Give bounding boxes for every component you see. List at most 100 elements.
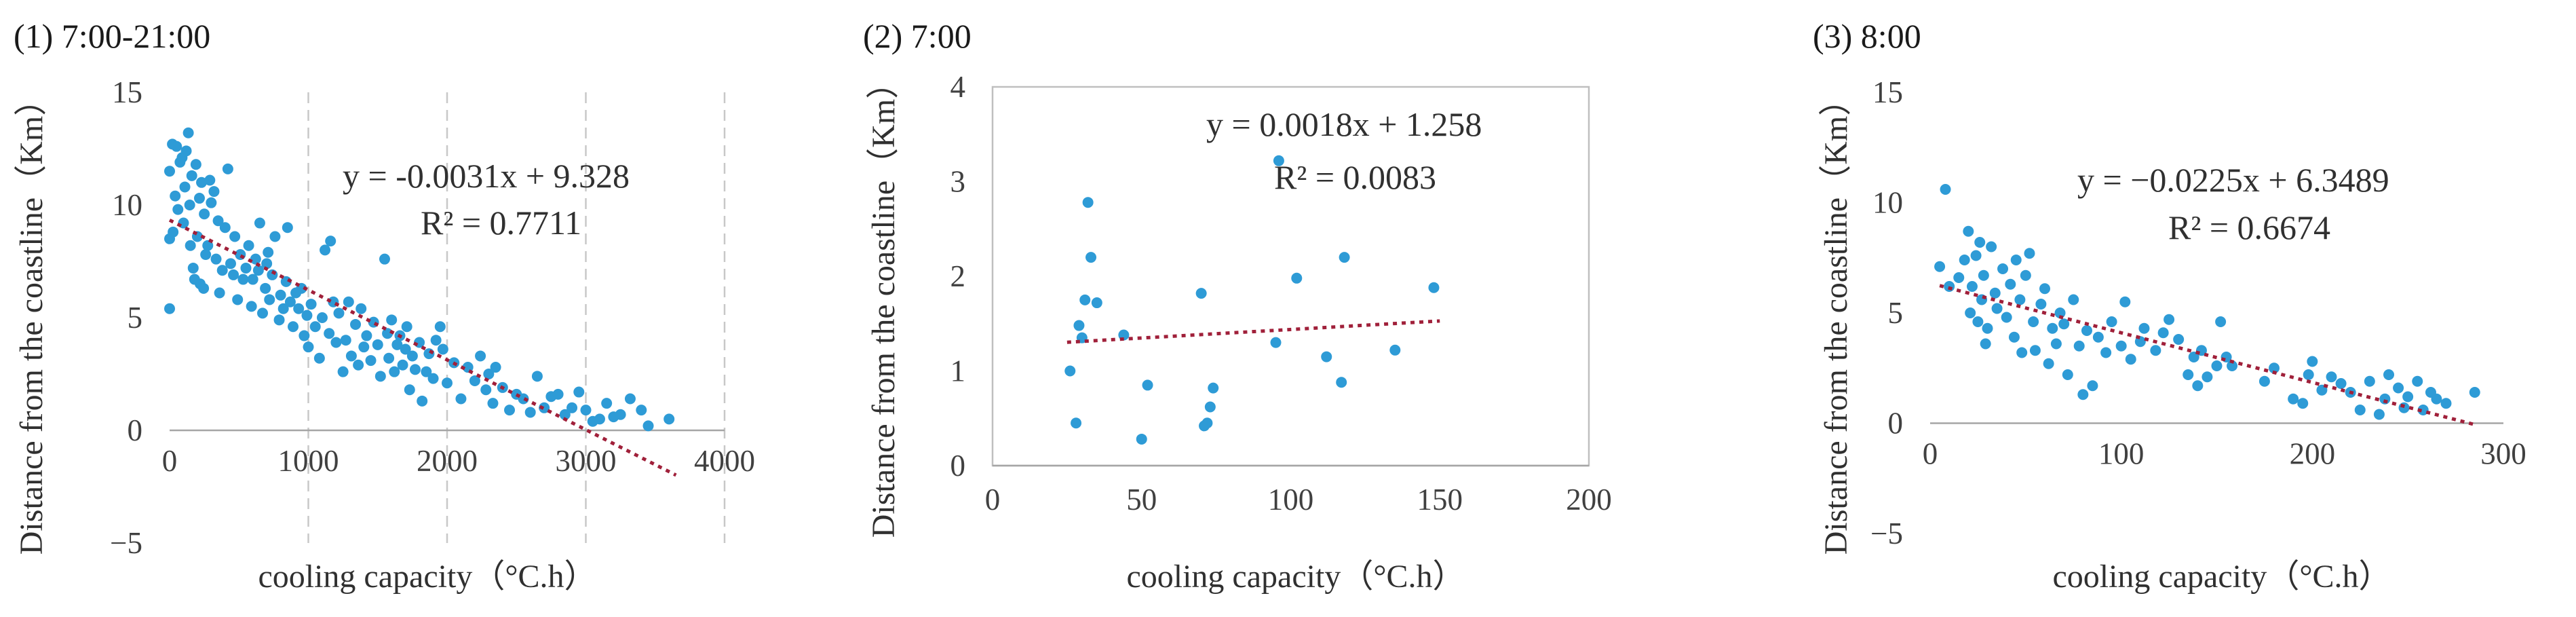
chart-2: (2) 7:00 0 50 100 150 200 0 1 2 3 4 y = 0.0018x … <box>863 17 1612 595</box>
chart-3-data-point <box>1991 303 2003 314</box>
chart-1-data-point <box>559 409 571 420</box>
chart-1-data-point <box>406 350 418 362</box>
chart-1-data-point <box>164 303 175 314</box>
chart-3-data-point <box>2303 369 2314 380</box>
chart-1-data-point <box>524 407 536 418</box>
chart-3-data-point <box>1982 322 1993 334</box>
chart-1-data-point <box>504 405 516 416</box>
chart-1-trend-layer <box>168 219 677 477</box>
chart-3-data-point <box>2005 278 2016 290</box>
chart-1-data-point <box>624 393 636 405</box>
chart-1-data-point <box>200 249 212 261</box>
chart-1-data-point <box>187 262 199 274</box>
chart-3-data-point <box>2202 371 2213 383</box>
chart-1-data-point <box>353 359 364 371</box>
chart-1-title: (1) 7:00-21:00 <box>14 17 210 55</box>
chart-2-data-point <box>1073 320 1085 331</box>
chart-3-data-point <box>2402 391 2414 403</box>
chart-2-y-tick-label: 4 <box>950 70 966 104</box>
chart-3-data-point <box>2068 294 2079 305</box>
chart-2-data-point <box>1273 155 1284 166</box>
chart-3-data-point <box>2062 369 2073 380</box>
chart-3-x-tick-label: 0 <box>1923 437 1938 471</box>
chart-3-x-tick-label: 300 <box>2480 437 2526 471</box>
chart-1-data-point <box>361 330 372 341</box>
chart-1-data-point <box>355 303 367 314</box>
chart-2-r-squared: R² = 0.0083 <box>1274 158 1436 196</box>
chart-1-data-point <box>409 364 421 375</box>
chart-1-data-point <box>427 373 439 384</box>
chart-2-y-tick-label: 2 <box>950 259 966 293</box>
chart-3-data-point <box>1965 307 1976 318</box>
chart-1-data-point <box>277 303 289 314</box>
chart-1-data-point <box>199 208 210 220</box>
chart-3-data-point <box>2039 283 2050 295</box>
chart-1-data-point <box>442 377 453 389</box>
chart-3-data-point <box>2364 375 2375 387</box>
chart-3-y-ticks: −5 0 5 10 15 <box>1870 75 1903 550</box>
chart-3-x-ticks: 0 100 200 300 <box>1923 437 2526 471</box>
chart-3-data-point <box>2258 375 2270 387</box>
chart-3-data-point <box>2073 340 2085 352</box>
chart-3-data-point <box>2050 338 2062 350</box>
chart-1-data-point <box>379 253 390 265</box>
chart-2-plot-frame <box>991 86 1590 467</box>
chart-1-data-point <box>400 343 411 355</box>
chart-1-data-point <box>261 258 273 269</box>
chart-1-data-point <box>455 393 467 405</box>
chart-1-data-point <box>664 413 675 425</box>
chart-3-data-point <box>2379 393 2391 405</box>
chart-3: (3) 8:00 0 100 200 300 −5 0 5 10 15 y = −0.0225… <box>1813 17 2526 595</box>
chart-3-x-tick-label: 100 <box>2098 437 2145 471</box>
chart-1-data-point <box>237 274 249 285</box>
chart-1-x-tick-label: 3000 <box>556 444 617 478</box>
chart-3-data-point <box>1963 225 1974 237</box>
chart-3-data-point <box>2192 380 2204 392</box>
chart-3-data-point <box>1966 281 1978 292</box>
chart-3-data-point <box>1978 269 1989 281</box>
chart-3-data-point <box>2373 409 2385 420</box>
chart-2-x-ticks: 0 50 100 150 200 <box>985 483 1612 517</box>
chart-2-x-tick-label: 100 <box>1268 483 1314 517</box>
chart-2-data-point <box>1202 417 1213 429</box>
chart-3-data-point <box>1940 184 1951 195</box>
chart-1-y-tick-label: 5 <box>128 301 143 335</box>
chart-3-data-point <box>2020 269 2031 281</box>
chart-1-data-point <box>490 362 501 373</box>
chart-3-data-point <box>1959 255 1970 265</box>
chart-1-data-point <box>437 343 448 355</box>
chart-1-data-point <box>212 215 224 227</box>
chart-3-data-point <box>1953 272 1965 283</box>
chart-1-data-point <box>260 282 271 294</box>
chart-2-data-point <box>1079 294 1091 305</box>
chart-3-data-point <box>2024 248 2035 259</box>
chart-1-data-point <box>196 176 208 188</box>
chart-1-data-point <box>288 321 299 333</box>
chart-3-data-point <box>2183 369 2194 380</box>
chart-1-data-point <box>397 359 408 371</box>
chart-1-data-point <box>240 262 252 274</box>
chart-3-data-point <box>2412 375 2423 387</box>
chart-2-points <box>1064 155 1440 445</box>
chart-1-data-point <box>343 296 354 307</box>
chart-1-data-point <box>434 321 446 333</box>
chart-3-data-point <box>2288 393 2299 405</box>
chart-2-data-point <box>1142 379 1153 391</box>
chart-1-data-point <box>263 246 274 258</box>
chart-1-data-point <box>430 335 442 346</box>
chart-1-data-point <box>404 384 415 396</box>
chart-2-y-tick-label: 1 <box>950 354 966 388</box>
chart-1-y-ticks: −5 0 5 10 15 <box>110 75 142 560</box>
chart-1-data-point <box>580 405 592 416</box>
chart-1-data-point <box>386 314 398 326</box>
chart-1-x-tick-label: 0 <box>162 444 178 478</box>
chart-3-data-point <box>2211 360 2223 371</box>
chart-3-x-axis-title: cooling capacity（°C.h） <box>2052 559 2391 595</box>
chart-3-data-point <box>2150 345 2161 356</box>
chart-3-data-point <box>2119 296 2131 307</box>
chart-3-data-point <box>2307 356 2318 367</box>
chart-3-data-point <box>1980 338 1991 350</box>
chart-1-data-point <box>313 352 325 364</box>
chart-1-data-point <box>264 294 275 305</box>
